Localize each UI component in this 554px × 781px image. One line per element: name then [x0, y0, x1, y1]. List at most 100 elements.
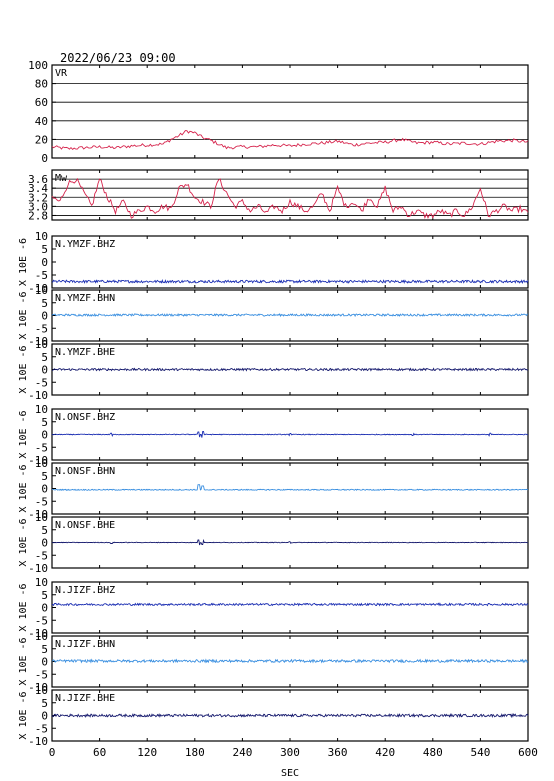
- y-tick-label: -5: [35, 495, 48, 508]
- y-tick-label: -5: [35, 549, 48, 562]
- channel-label: N.YMZF.BHZ: [55, 239, 115, 250]
- y-tick-label: -5: [35, 269, 48, 282]
- waveform-line: [51, 367, 528, 372]
- y-tick-label: 5: [41, 697, 48, 710]
- y-tick-label: 20: [35, 133, 48, 146]
- y-tick-label: 2.8: [28, 209, 48, 222]
- waveform-line: [51, 658, 529, 664]
- y-tick-label: -5: [35, 722, 48, 735]
- y-tick-label: 0: [41, 656, 48, 669]
- y-tick-label: 10: [35, 457, 48, 470]
- y-tick-label: -10: [28, 681, 48, 694]
- panel-frame: [51, 581, 529, 634]
- panel-frame: [51, 462, 529, 515]
- y-tick-label: 60: [35, 96, 48, 109]
- y-tick-label: 10: [35, 684, 48, 697]
- y-tick-label: 10: [35, 230, 48, 243]
- y-tick-label: 0: [41, 602, 48, 615]
- x-tick-label: 180: [185, 746, 205, 759]
- y-tick-label: 3.4: [28, 182, 48, 195]
- y-tick-label: -10: [28, 389, 48, 402]
- channel-label: Mw: [55, 173, 68, 184]
- x-tick-label: 360: [328, 746, 348, 759]
- y-tick-label: 10: [35, 511, 48, 524]
- y-tick-label: 0: [41, 483, 48, 496]
- y-tick-label: -10: [28, 562, 48, 575]
- panel-vr: 100 80 60 40 20 0 VR: [28, 59, 529, 165]
- x-tick-label: 120: [137, 746, 157, 759]
- y-tick-label: 0: [41, 152, 48, 165]
- y-unit-label: X 10E -6: [18, 238, 29, 286]
- y-tick-label: -5: [35, 614, 48, 627]
- panel-frame: [51, 64, 529, 159]
- waveform-line: [51, 130, 529, 151]
- y-tick-label: 100: [28, 59, 48, 72]
- channel-label: N.ONSF.BHN: [55, 466, 115, 477]
- y-tick-label: -10: [28, 335, 48, 348]
- x-axis: 0 60 120 180 240 300 360 420 480 540 600: [49, 746, 538, 759]
- channel-label: N.JIZF.BHE: [55, 693, 115, 704]
- y-tick-label: 0: [41, 310, 48, 323]
- channel-label: N.YMZF.BHE: [55, 347, 115, 358]
- y-tick-label: 5: [41, 297, 48, 310]
- y-unit-label: X 10E -6: [18, 637, 29, 685]
- y-tick-label: -10: [28, 627, 48, 640]
- waveform-line: [51, 177, 529, 219]
- y-tick-label: 0: [41, 256, 48, 269]
- y-tick-label: -5: [35, 376, 48, 389]
- y-tick-label: 10: [35, 403, 48, 416]
- y-tick-label: 0: [41, 710, 48, 723]
- x-tick-label: 60: [93, 746, 106, 759]
- waveform-line: [51, 430, 529, 438]
- waveform-line: [51, 312, 529, 318]
- waveform-line: [51, 538, 529, 546]
- x-tick-label: 420: [375, 746, 395, 759]
- panel-frame: [51, 289, 529, 342]
- y-tick-label: 5: [41, 351, 48, 364]
- y-unit-label: X 10E -6: [18, 291, 29, 339]
- panel-mw: 3.63.43.23.02.8 Mw: [28, 169, 529, 222]
- x-axis-label: SEC: [281, 768, 299, 779]
- y-tick-label: 5: [41, 589, 48, 602]
- x-tick-label: 240: [232, 746, 252, 759]
- x-tick-label: 540: [470, 746, 490, 759]
- channel-label: N.ONSF.BHZ: [55, 412, 115, 423]
- y-tick-label: 5: [41, 470, 48, 483]
- y-tick-label: 10: [35, 338, 48, 351]
- y-unit-label: X 10E -6: [18, 345, 29, 393]
- panel-frame: [51, 169, 529, 221]
- waveform-line: [51, 484, 529, 491]
- y-tick-label: 0: [41, 429, 48, 442]
- y-tick-label: 40: [35, 115, 48, 128]
- waveform-line: [51, 712, 529, 719]
- y-tick-label: 10: [35, 284, 48, 297]
- chart-timestamp: 2022/06/23 09:00: [60, 51, 176, 65]
- y-tick-label: -10: [28, 508, 48, 521]
- y-tick-label: 3.6: [28, 173, 48, 186]
- y-unit-label: X 10E -6: [18, 583, 29, 631]
- x-tick-label: 600: [518, 746, 538, 759]
- y-unit-label: X 10E -6: [18, 691, 29, 739]
- channel-label: N.JIZF.BHN: [55, 639, 115, 650]
- x-tick-label: 300: [280, 746, 300, 759]
- y-unit-label: X 10E -6: [18, 410, 29, 458]
- y-tick-label: -5: [35, 441, 48, 454]
- x-tick-label: 0: [49, 746, 56, 759]
- y-tick-label: 0: [41, 364, 48, 377]
- y-unit-label: X 10E -6: [18, 518, 29, 566]
- x-tick-label: 480: [423, 746, 443, 759]
- channel-label: N.JIZF.BHZ: [55, 585, 115, 596]
- y-tick-label: 5: [41, 524, 48, 537]
- y-tick-label: -10: [28, 282, 48, 295]
- waveform-line: [51, 279, 529, 285]
- y-tick-label: -5: [35, 322, 48, 335]
- y-tick-label: 10: [35, 576, 48, 589]
- y-tick-label: 0: [41, 537, 48, 550]
- channel-label: N.ONSF.BHE: [55, 520, 115, 531]
